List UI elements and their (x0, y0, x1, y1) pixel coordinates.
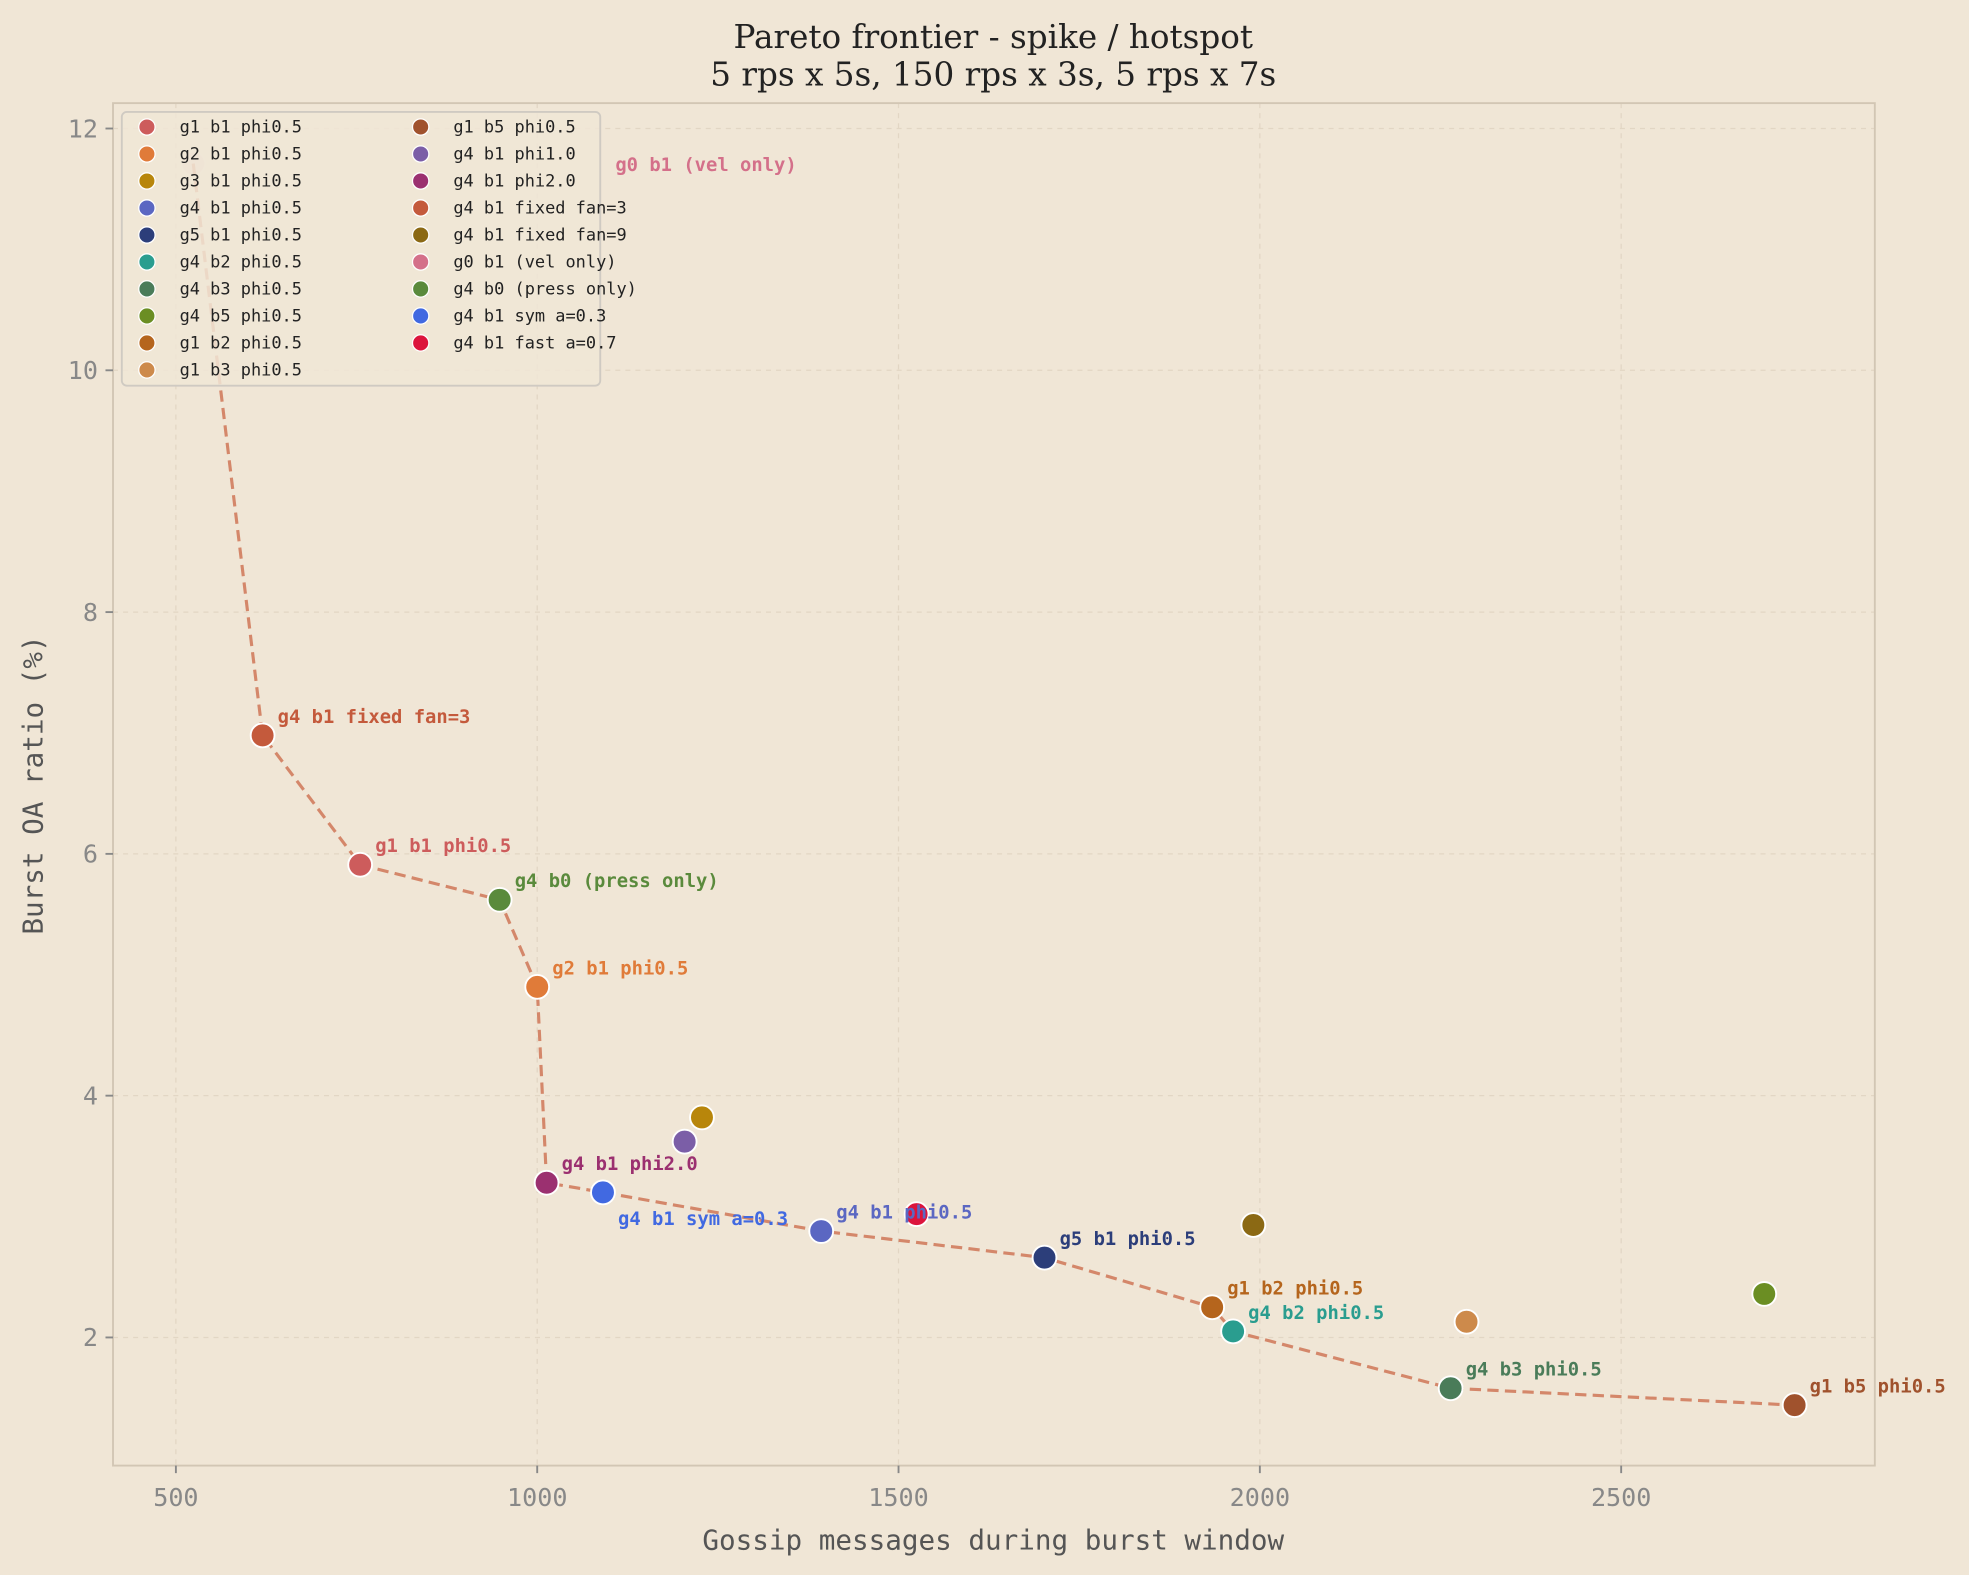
data-point (689, 1104, 715, 1131)
legend-label: g4 b1 sym a=0.3 (453, 306, 606, 326)
y-tick-label: 2 (83, 1323, 98, 1352)
point-label: g4 b2 phi0.5 (1248, 1303, 1384, 1324)
data-point (533, 1169, 560, 1196)
grid (113, 103, 1875, 1466)
legend-label: g4 b1 phi2.0 (453, 171, 575, 191)
data-point (903, 1201, 930, 1228)
legend-marker (411, 118, 430, 136)
legend-marker (411, 280, 430, 298)
legend-marker (138, 226, 156, 244)
legend-label: g4 b1 fixed fan=9 (453, 225, 626, 245)
point-label: g1 b5 phi0.5 (1810, 1377, 1946, 1398)
legend-marker (138, 280, 156, 298)
legend-label: g0 b1 (vel only) (453, 252, 616, 272)
legend-marker (138, 361, 156, 379)
legend-label: g3 b1 phi0.5 (180, 171, 302, 191)
legend-label: g4 b1 phi1.0 (453, 144, 575, 164)
data-point (1031, 1244, 1058, 1271)
point-label: g5 b1 phi0.5 (1060, 1229, 1196, 1250)
y-tick-label: 8 (83, 598, 98, 627)
data-point (524, 973, 551, 1000)
y-tick-label: 4 (83, 1081, 98, 1110)
legend-label: g1 b2 phi0.5 (180, 333, 302, 353)
legend-label: g1 b1 phi0.5 (180, 117, 302, 137)
legend-marker (138, 307, 156, 325)
y-tick-label: 10 (68, 356, 98, 385)
data-point (808, 1218, 835, 1244)
data-point (671, 1128, 698, 1155)
legend: g1 b1 phi0.5 g2 b1 phi0.5 g3 b1 phi0.5 g4 b… (120, 110, 637, 387)
data-point (1751, 1281, 1778, 1307)
data-point (1240, 1212, 1267, 1238)
legend-label: g4 b1 fixed fan=3 (453, 198, 626, 218)
legend-label: g4 b3 phi0.5 (180, 279, 302, 299)
legend-marker (411, 226, 430, 244)
legend-marker (411, 145, 430, 163)
legend-label: g1 b5 phi0.5 (453, 117, 575, 137)
x-axis-label: Gossip messages during burst window (702, 1524, 1284, 1557)
legend-marker (138, 145, 156, 163)
legend-marker (138, 334, 156, 352)
axis-ticks: 500 1000 1500 2000 2500 2 4 6 8 10 12 (68, 114, 1652, 1511)
x-tick-label: 2500 (1591, 1483, 1651, 1512)
data-point (590, 1179, 616, 1206)
point-label: g4 b1 phi2.0 (562, 1154, 698, 1175)
point-label: g0 b1 (vel only) (615, 155, 796, 176)
legend-label: g4 b1 phi0.5 (180, 198, 302, 218)
point-label: g4 b1 sym a=0.3 (618, 1209, 788, 1230)
legend-label: g2 b1 phi0.5 (180, 144, 302, 164)
data-point (1437, 1375, 1464, 1402)
point-label: g4 b1 phi0.5 (836, 1203, 972, 1224)
data-point (486, 886, 513, 913)
points-group (180, 150, 1808, 1419)
legend-label: g4 b2 phi0.5 (180, 252, 302, 272)
legend-marker (138, 199, 156, 217)
legend-marker (138, 172, 156, 190)
point-label: g4 b3 phi0.5 (1466, 1360, 1602, 1381)
legend-box (120, 110, 602, 387)
legend-marker (138, 118, 156, 136)
legend-label: g4 b1 fast a=0.7 (453, 333, 616, 353)
data-point (1781, 1392, 1808, 1419)
data-point (1453, 1308, 1480, 1335)
y-tick-label: 12 (68, 114, 98, 143)
data-point (249, 722, 276, 749)
chart-subtitle: 5 rps x 5s, 150 rps x 3s, 5 rps x 7s (710, 56, 1276, 94)
point-label: g4 b0 (press only) (515, 871, 719, 892)
legend-marker (411, 307, 430, 325)
point-label: g1 b2 phi0.5 (1227, 1279, 1363, 1300)
legend-label: g1 b3 phi0.5 (180, 360, 302, 380)
legend-marker (411, 334, 430, 352)
data-point (1199, 1294, 1226, 1321)
y-tick-label: 6 (83, 840, 98, 869)
point-labels-group: g1 b1 phi0.5 g2 b1 phi0.5 g4 b1 phi0.5 g5 b… (278, 155, 1946, 1397)
x-tick-label: 2000 (1230, 1483, 1290, 1512)
y-axis-label: Burst OA ratio (%) (17, 635, 50, 934)
legend-marker (411, 172, 430, 190)
data-point (1220, 1318, 1246, 1345)
data-point (347, 851, 374, 878)
legend-label: g4 b5 phi0.5 (180, 306, 302, 326)
plot-frame (112, 102, 1876, 1467)
x-tick-label: 1500 (868, 1483, 928, 1512)
x-tick-label: 500 (153, 1483, 198, 1512)
point-label: g2 b1 phi0.5 (552, 958, 688, 979)
legend-marker (138, 253, 156, 271)
point-label: g1 b1 phi0.5 (375, 836, 511, 857)
legend-marker (411, 253, 430, 271)
point-label: g4 b1 fixed fan=3 (278, 707, 471, 728)
legend-label: g4 b0 (press only) (453, 279, 637, 299)
x-tick-label: 1000 (507, 1483, 567, 1512)
legend-marker (411, 199, 430, 217)
chart-title: Pareto frontier - spike / hotspot (734, 18, 1254, 56)
legend-label: g5 b1 phi0.5 (180, 225, 302, 245)
